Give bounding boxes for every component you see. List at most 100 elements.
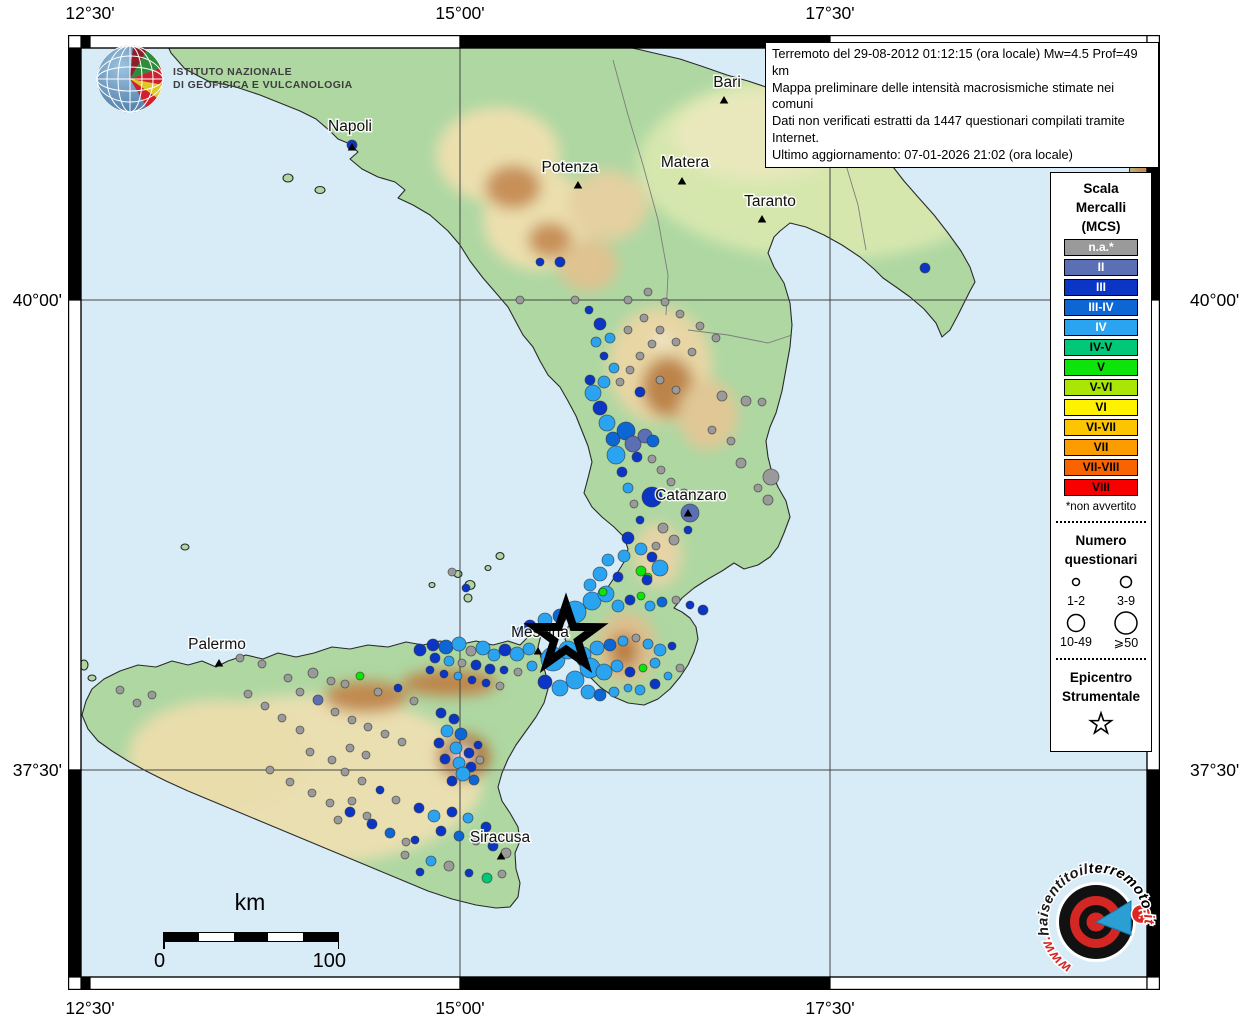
intensity-dot-na [361,750,371,760]
city-label: Napoli [328,118,372,135]
intensity-dot-na [707,425,717,435]
intensity-dot-na [277,713,287,723]
intensity-dot-IV [589,640,605,656]
scale-unit-label: km [234,889,266,915]
intensity-dot-na [570,295,580,305]
intensity-dot-III [433,737,445,749]
intensity-dot-na [283,673,293,683]
intensity-dot-III-IV [438,639,454,655]
intensity-dot-III [683,525,693,535]
intensity-dot-na [497,869,507,879]
intensity-dot-III [481,678,491,688]
intensity-dot-III [470,659,482,671]
intensity-dot-V [636,591,646,601]
intensity-dot-V [635,565,647,577]
intensity-dot-IV [449,741,463,755]
legend-size-sample: 3-9 [1101,569,1151,608]
city-marker-icon [347,143,357,151]
intensity-dot-na [325,798,335,808]
intensity-dot-IV [606,445,626,465]
intensity-dot-na [147,690,157,700]
intensity-dot-na [457,658,467,668]
intensity-dot-V [598,587,608,597]
intensity-dot-na [735,457,747,469]
intensity-dot-na [357,776,367,786]
city-siracusa: Siracusa [468,828,532,860]
ingv-name-line1: ISTITUTO NAZIONALE [173,65,293,78]
intensity-dot-III [584,374,596,386]
intensity-dot-na [753,483,763,493]
legend-title-line3: (MCS) [1081,219,1121,234]
haisentitoilterremoto-logo: ? www.haisentitoilterremoto .it [1034,859,1158,977]
intensity-dot-na [401,837,411,847]
intensity-dot-na [651,541,661,551]
intensity-dot-na [345,743,355,753]
intensity-dot-na [400,850,410,860]
intensity-dot-IV [601,553,615,567]
intensity-dot-IV [475,640,491,656]
intensity-dot-IV [610,659,624,673]
intensity-dot-na [655,325,665,335]
ingv-name-line2: DI GEOFISICA E VULCANOLOGIA [173,79,353,91]
intensity-dot-na [265,765,275,775]
intensity-dot-na [327,755,337,765]
intensity-dot-III-IV [656,596,668,608]
city-label: Catanzaro [655,487,727,504]
intensity-dot-IV [651,559,669,577]
intensity-dot-III [410,835,420,845]
intensity-dot-na [615,377,625,387]
info-line-map-desc: Mappa preliminare delle intensità macros… [772,79,1115,112]
legend-title-line1: Scala [1083,181,1119,196]
info-line-data-source: Dati non verificati estratti da 1447 que… [772,113,1125,145]
ingv-logo: ISTITUTO NAZIONALE DI GEOFISICA E VULCAN… [95,44,353,114]
intensity-dot-III [487,840,499,852]
city-labels-layer: Napoli Potenza Matera Bari Taranto Catanzaro P… [187,73,797,860]
intensity-dot-na [647,454,657,464]
intensity-dot-na [515,295,525,305]
intensity-dot-IV [617,549,631,563]
intensity-dot-na [656,465,666,475]
city-marker-icon [683,509,693,517]
intensity-dot-III [464,868,474,878]
city-potenza: Potenza [540,158,600,189]
intensity-dot-na [757,397,767,407]
intensity-dot-III [554,256,566,268]
intensity-dot-na [631,633,641,643]
legend-size-sample: 10-49 [1051,610,1101,650]
intensity-dot-III [537,674,553,690]
intensity-dot-IV [580,684,596,700]
city-marker-icon [677,177,687,185]
intensity-dot-na [260,701,270,711]
map-svg: Napoli Potenza Matera Bari Taranto Catanzaro P… [67,34,1161,991]
intensity-dot-III [413,643,427,657]
intensity-dot-na [340,767,350,777]
intensity-dot-III [375,785,385,795]
city-label: Palermo [188,636,246,653]
intensity-dot-IV [634,684,646,696]
intensity-dot-III [393,683,403,693]
graticule [81,48,1147,977]
question-mark-icon: ? [1130,903,1152,925]
intensity-dot-IV [663,671,673,681]
intensity-dot-na [257,659,267,669]
intensity-dot-IV [451,636,467,652]
legend-epicenter-title1: Epicentro [1069,670,1133,685]
intensity-dot-V [638,663,648,673]
intensity-dot-III-IV [453,830,465,842]
intensity-dot-na [475,755,485,765]
ingv-globe-icon [96,45,164,113]
intensity-dot-III [667,641,677,651]
intensity-dot-na [726,436,736,446]
intensity-dot-III [480,821,492,833]
legend-size-sample: ⩾50 [1101,610,1151,650]
legend-class-chip-VIII: VIII [1064,479,1138,496]
intensity-dot-na [295,687,305,697]
legend-class-chip-VI-VII: VI-VII [1064,419,1138,436]
city-napoli: Napoli [327,117,373,151]
legend-class-chip-III: III [1064,279,1138,296]
intensity-dot-na [347,796,357,806]
intensity-dot-IV [509,646,525,662]
intensity-dot-II [312,694,324,706]
intensity-dot-III [919,262,931,274]
